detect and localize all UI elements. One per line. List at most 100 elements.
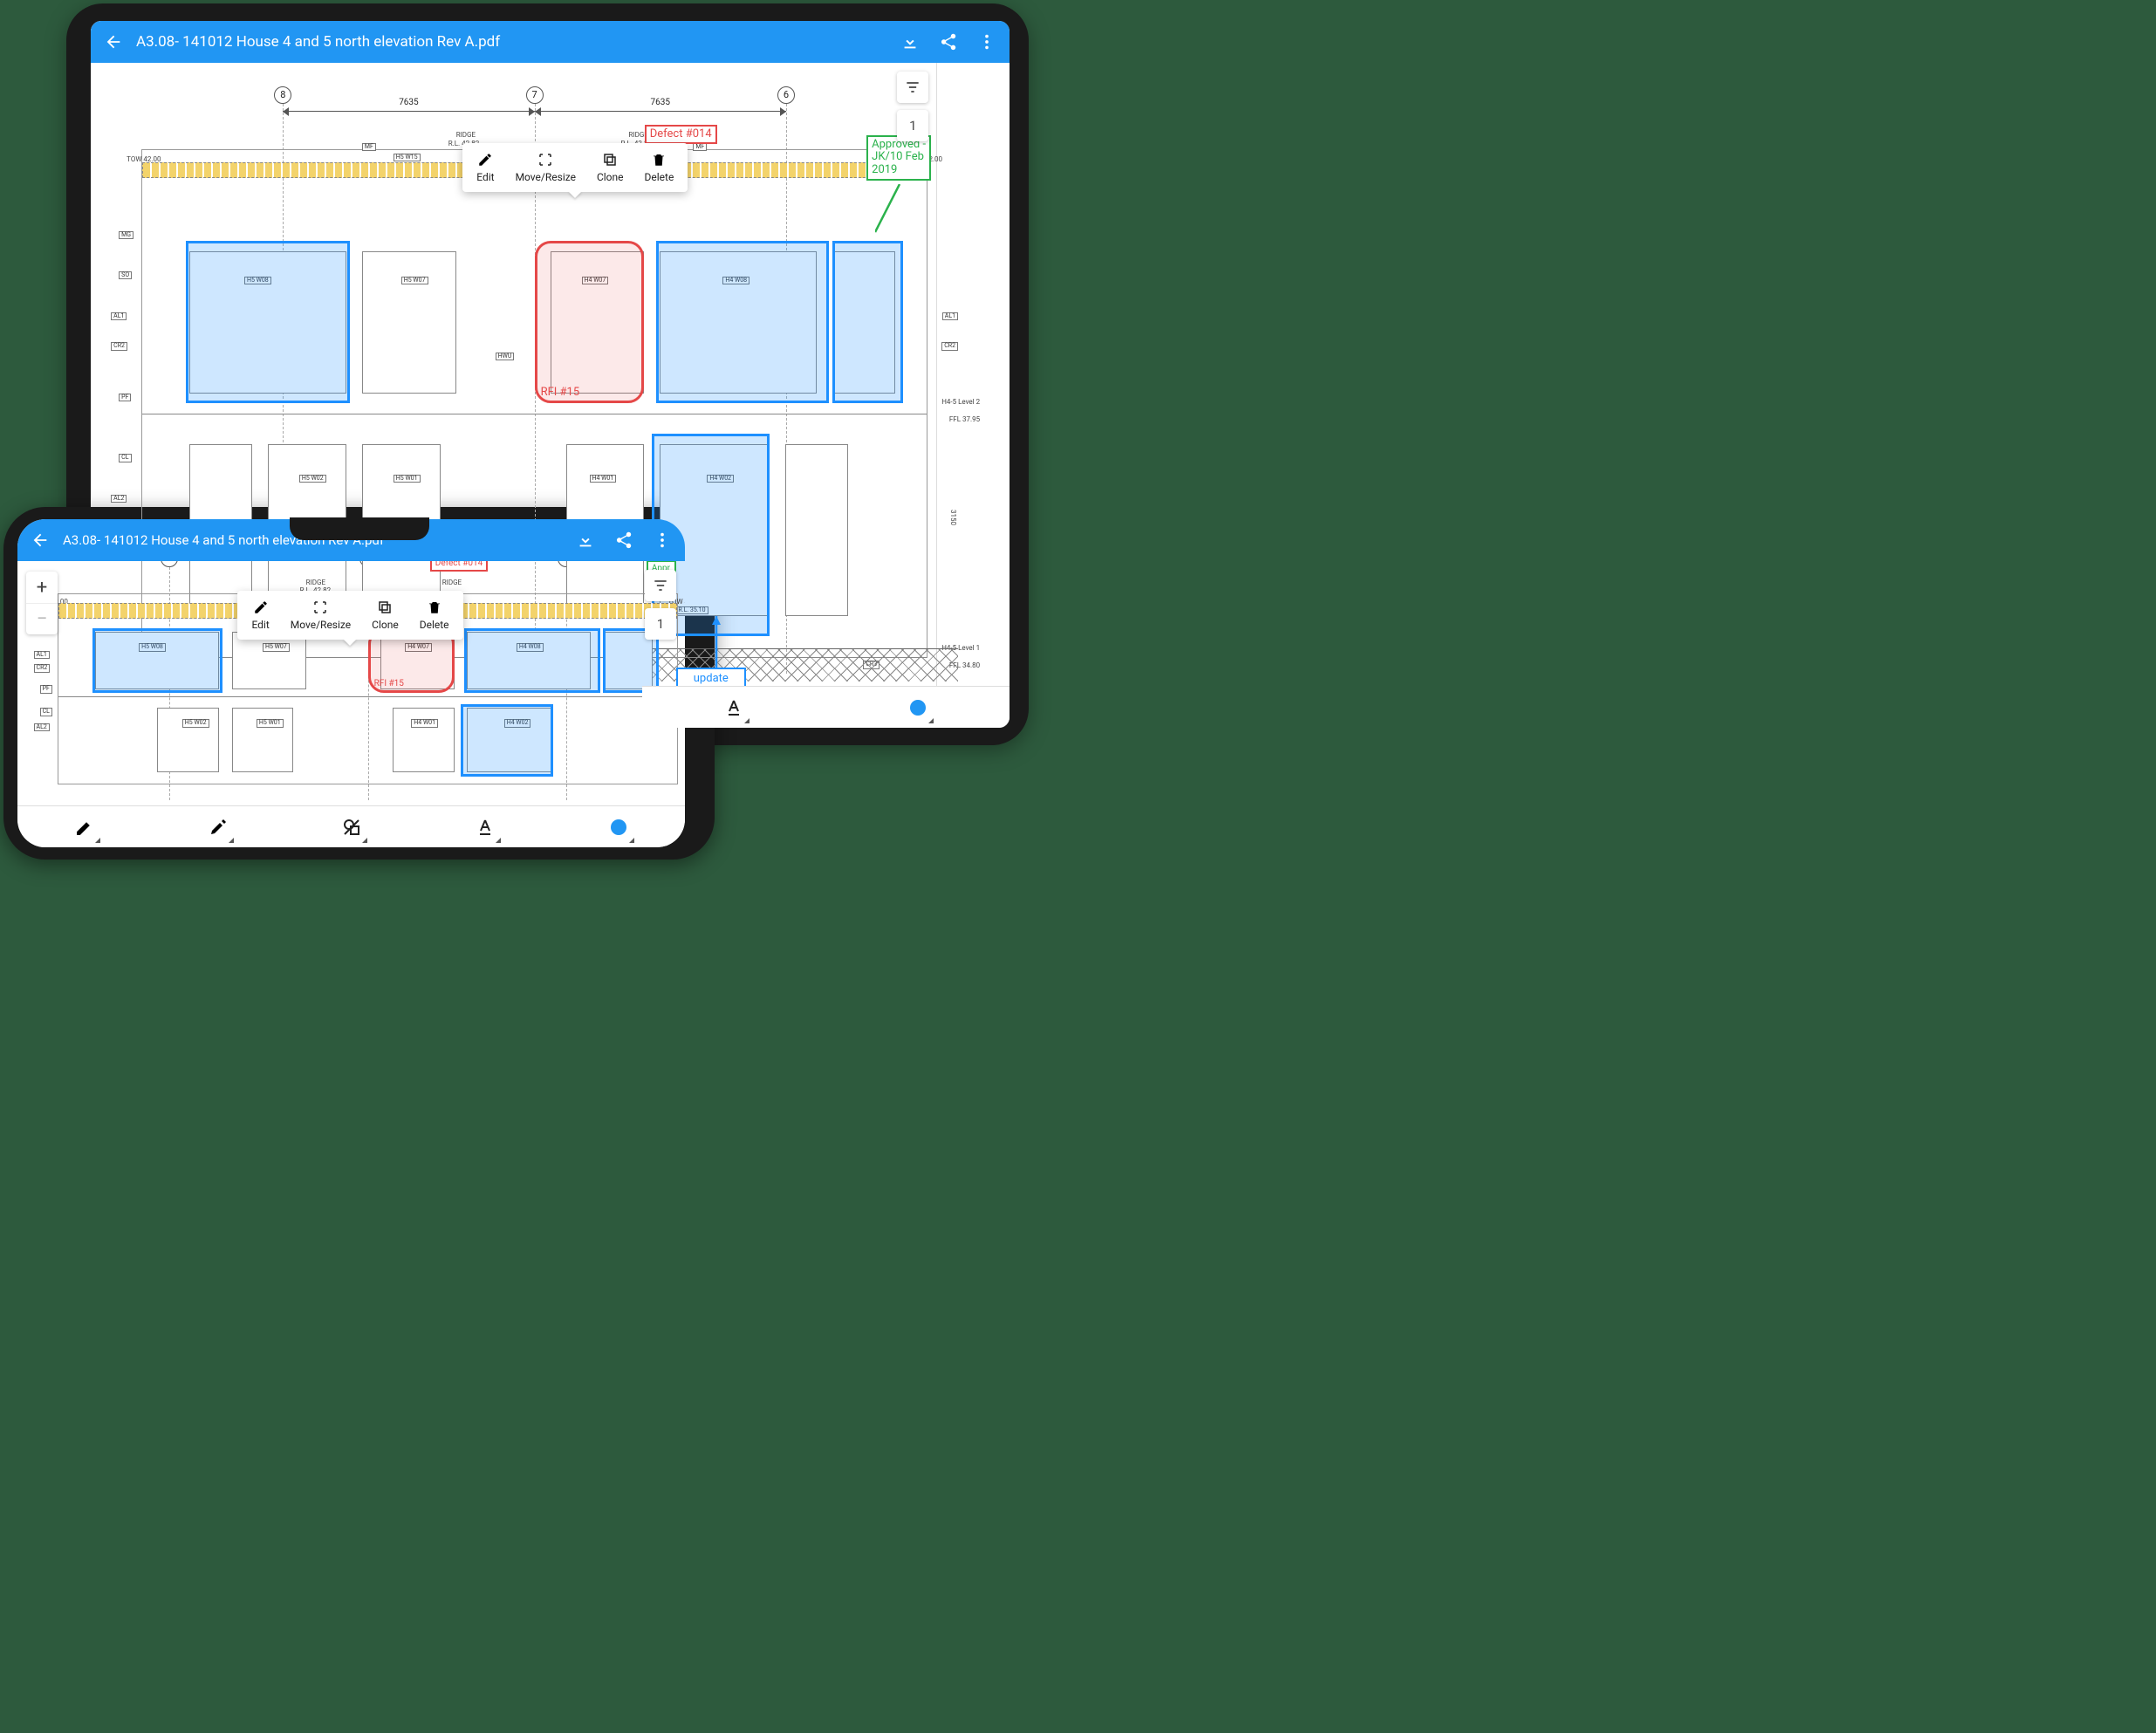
defect-annotation[interactable]: Defect #014 — [645, 125, 717, 145]
tag: SO — [119, 271, 132, 279]
selection-rect[interactable] — [832, 241, 903, 403]
selection-rect[interactable] — [186, 241, 351, 403]
floating-controls: 1 — [645, 570, 676, 640]
ridge-label: RIDGE — [306, 579, 325, 586]
color-tool[interactable] — [599, 808, 638, 846]
building-outline: RIDGE R.L. 42.82 RIDGE R.L. 42.82 TOW 42… — [141, 149, 927, 658]
grid-bubble: 6 — [777, 86, 795, 104]
phone-device: A3.08- 141012 House 4 and 5 north elevat… — [3, 507, 715, 860]
back-button[interactable] — [98, 26, 129, 58]
tag: CR2 — [941, 342, 958, 350]
zoom-controls: + − — [26, 572, 58, 634]
share-button[interactable] — [608, 524, 640, 556]
shape-tool[interactable] — [332, 808, 371, 846]
color-tool[interactable] — [899, 688, 937, 727]
menu-clone[interactable]: Clone — [363, 594, 407, 636]
menu-edit-label: Edit — [476, 171, 494, 183]
download-button[interactable] — [894, 26, 926, 58]
tag: H5 W01 — [394, 475, 421, 483]
side-dim: 3150 — [949, 510, 957, 525]
menu-clone-label: Clone — [372, 619, 399, 631]
tag: HWU — [496, 353, 515, 360]
tag: CL — [119, 454, 131, 462]
annotation-context-menu: Edit Move/Resize Clone Delete — [462, 143, 688, 192]
grid-bubble: 8 — [274, 86, 291, 104]
tag: AL1 — [111, 312, 127, 320]
menu-move-resize[interactable]: Move/Resize — [507, 147, 585, 188]
page-indicator[interactable]: 1 — [645, 608, 676, 640]
menu-clone[interactable]: Clone — [588, 147, 633, 188]
menu-edit[interactable]: Edit — [468, 147, 503, 188]
level-label: H4-5 Level 2 — [941, 398, 980, 406]
tag: CR2 — [34, 664, 51, 672]
bottom-toolbar — [642, 686, 1010, 728]
tag: CL — [40, 708, 52, 716]
menu-delete-label: Delete — [420, 619, 449, 631]
update-leader — [708, 616, 725, 668]
tag: H5 W15 — [394, 154, 421, 161]
overflow-button[interactable] — [971, 26, 1003, 58]
filter-layers-button[interactable] — [645, 570, 676, 601]
selection-rect[interactable] — [464, 628, 600, 693]
selection-rect[interactable] — [92, 628, 222, 693]
phone-notch — [290, 517, 429, 540]
tag: AL1 — [34, 651, 50, 659]
right-panel-sliver — [936, 63, 1010, 686]
floating-controls: 1 — [897, 72, 928, 141]
drawing-canvas[interactable]: 8 7 6 RIDGE R.L. 42.82 RIDGE TOW 42.00 T… — [17, 561, 685, 805]
elevation-drawing: 8 7 6 RIDGE R.L. 42.82 RIDGE TOW 42.00 T… — [17, 561, 685, 805]
tag: H4 W01 — [590, 475, 617, 483]
dim-label: 7635 — [648, 98, 673, 107]
filter-layers-button[interactable] — [897, 72, 928, 103]
zoom-out-button[interactable]: − — [26, 603, 58, 634]
ridge-label: RIDGE — [456, 131, 476, 139]
menu-move-label: Move/Resize — [291, 619, 351, 631]
share-button[interactable] — [933, 26, 964, 58]
tag: MG — [119, 231, 133, 239]
ridge-label: RIDGE — [442, 579, 462, 586]
menu-move-resize[interactable]: Move/Resize — [282, 594, 359, 636]
text-tool[interactable] — [466, 808, 504, 846]
tag: H5 W07 — [401, 277, 428, 284]
download-button[interactable] — [570, 524, 601, 556]
tag: PF — [119, 394, 131, 401]
pen-tool[interactable] — [65, 808, 104, 846]
zoom-in-button[interactable]: + — [26, 572, 58, 603]
tag: AL2 — [34, 723, 50, 731]
tag: H5 W07 — [263, 643, 290, 651]
tag: H5 W02 — [182, 719, 209, 727]
rfi-cloud-annotation[interactable]: RFI #15 — [535, 241, 645, 403]
back-button[interactable] — [24, 524, 56, 556]
tag: AL2 — [111, 495, 127, 503]
selection-rect[interactable] — [656, 241, 829, 403]
menu-delete-label: Delete — [645, 171, 674, 183]
rfi-label: RFI #15 — [541, 386, 580, 399]
tag: H5 W02 — [299, 475, 326, 483]
overflow-button[interactable] — [647, 524, 678, 556]
approved-annotation[interactable]: Approved - JK/10 Feb 2019 — [866, 135, 931, 182]
rfi-label: RFI #15 — [374, 679, 404, 688]
tag: H4 W01 — [411, 719, 438, 727]
tag: H5 W01 — [257, 719, 284, 727]
menu-edit-label: Edit — [251, 619, 269, 631]
appbar: A3.08- 141012 House 4 and 5 north elevat… — [91, 21, 1010, 63]
menu-delete[interactable]: Delete — [411, 594, 458, 636]
tag: CR2 — [111, 342, 127, 350]
menu-move-label: Move/Resize — [516, 171, 576, 183]
dim-label: 7635 — [396, 98, 421, 107]
level-ffl: FFL 37.95 — [949, 415, 980, 423]
menu-delete[interactable]: Delete — [636, 147, 683, 188]
document-title: A3.08- 141012 House 4 and 5 north elevat… — [136, 33, 887, 51]
tag: PF — [40, 685, 52, 693]
tag: AL1 — [942, 312, 958, 320]
bottom-toolbar — [17, 805, 685, 847]
selection-rect[interactable] — [461, 704, 553, 777]
menu-clone-label: Clone — [597, 171, 624, 183]
text-tool[interactable] — [715, 688, 753, 727]
annotation-context-menu: Edit Move/Resize Clone Delete — [237, 591, 462, 640]
page-indicator[interactable]: 1 — [897, 110, 928, 141]
tag: MF — [362, 143, 376, 151]
grid-bubble: 7 — [526, 86, 544, 104]
menu-edit[interactable]: Edit — [243, 594, 277, 636]
highlighter-tool[interactable] — [199, 808, 237, 846]
